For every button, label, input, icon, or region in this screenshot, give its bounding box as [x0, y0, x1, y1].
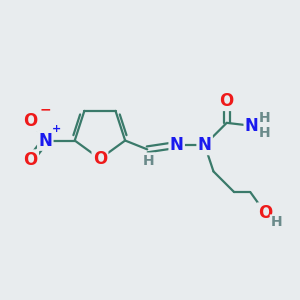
- Text: N: N: [170, 136, 184, 154]
- Text: N: N: [198, 136, 212, 154]
- Text: −: −: [40, 102, 52, 116]
- Text: H: H: [270, 215, 282, 229]
- Text: +: +: [52, 124, 61, 134]
- Text: N: N: [38, 131, 52, 149]
- Text: O: O: [23, 151, 38, 169]
- Text: O: O: [220, 92, 234, 110]
- Text: N: N: [245, 117, 259, 135]
- Text: O: O: [258, 204, 272, 222]
- Text: H: H: [143, 154, 154, 167]
- Text: H: H: [258, 126, 270, 140]
- Text: O: O: [93, 150, 107, 168]
- Text: H: H: [258, 111, 270, 125]
- Text: O: O: [23, 112, 38, 130]
